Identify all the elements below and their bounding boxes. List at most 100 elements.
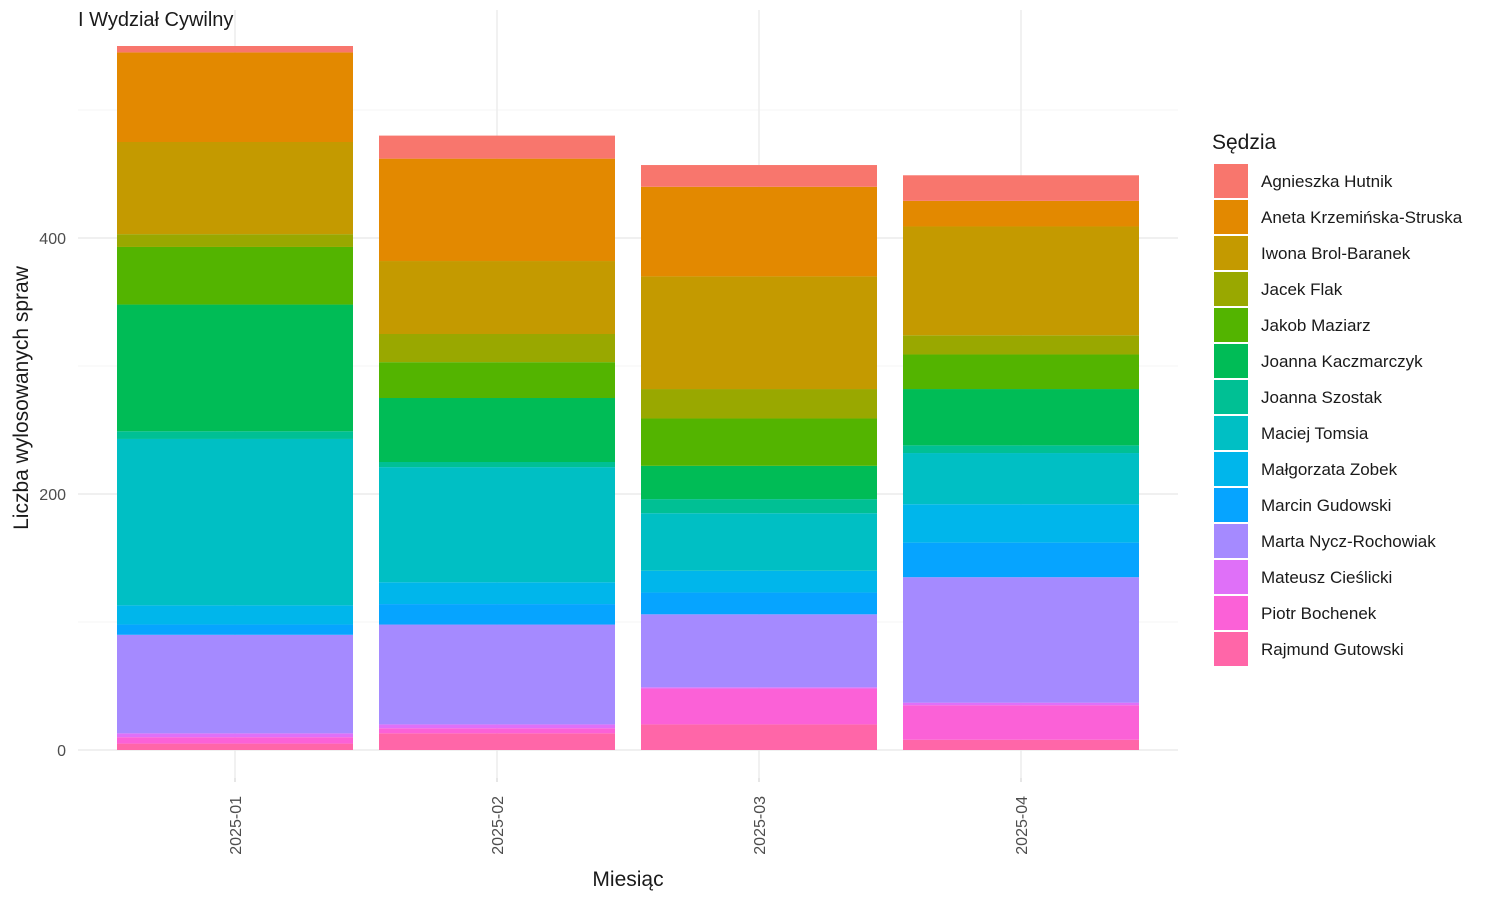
legend-swatch [1214, 488, 1248, 522]
bar-segment [379, 334, 615, 363]
bar-segment [117, 431, 353, 439]
legend-swatch [1214, 524, 1248, 558]
bar-segment [903, 445, 1139, 454]
bar-segment [117, 438, 353, 606]
bar-segment [903, 705, 1139, 740]
x-tick-label: 2025-01 [228, 796, 245, 855]
bar-segment [117, 634, 353, 734]
x-tick-label: 2025-03 [752, 796, 769, 855]
legend-label: Rajmund Gutowski [1261, 640, 1404, 659]
bar-segment [641, 592, 877, 615]
legend-label: Joanna Kaczmarczyk [1261, 352, 1423, 371]
legend-label: Jakob Maziarz [1261, 316, 1371, 335]
y-axis-ticks: 0 200 400 [39, 231, 66, 760]
legend-label: Agnieszka Hutnik [1261, 172, 1393, 191]
legend-swatch [1214, 272, 1248, 306]
bar-segment [903, 226, 1139, 336]
bar-segment [641, 687, 877, 689]
bar-segment [903, 389, 1139, 446]
bar-segment [641, 186, 877, 277]
legend-label: Mateusz Cieślicki [1261, 568, 1392, 587]
legend: Sędzia Agnieszka Hutnik Aneta Krzemińska-… [1212, 131, 1463, 666]
legend-label: Jacek Flak [1261, 280, 1343, 299]
legend-items: Agnieszka Hutnik Aneta Krzemińska-Struska… [1214, 164, 1463, 666]
bar-segment [117, 737, 353, 744]
bar-segment [641, 499, 877, 514]
y-tick-label: 400 [39, 231, 66, 248]
x-tick-label: 2025-02 [490, 796, 507, 855]
bar-segment [379, 467, 615, 583]
bar-segment [379, 362, 615, 398]
bar-segment [117, 246, 353, 305]
x-tick-label: 2025-04 [1014, 796, 1031, 855]
bar-segment [903, 542, 1139, 578]
bar-segment [641, 418, 877, 466]
bar-segment [379, 135, 615, 159]
bar-segment [641, 276, 877, 390]
bar-segment [641, 465, 877, 500]
legend-swatch [1214, 380, 1248, 414]
bar-segment [117, 304, 353, 432]
bar-segment [641, 570, 877, 593]
bar-segment [903, 577, 1139, 703]
bar-segment [903, 702, 1139, 706]
legend-swatch [1214, 632, 1248, 666]
legend-label: Iwona Brol-Baranek [1261, 244, 1411, 263]
legend-swatch [1214, 560, 1248, 594]
bar-segment [117, 605, 353, 625]
bar-segment [641, 614, 877, 688]
legend-label: Małgorzata Zobek [1261, 460, 1398, 479]
bar-segment [903, 175, 1139, 201]
legend-label: Maciej Tomsia [1261, 424, 1369, 443]
chart-title: I Wydział Cywilny [78, 9, 233, 31]
bar-segment [117, 624, 353, 635]
bar-segment [379, 261, 615, 334]
legend-label: Marta Nycz-Rochowiak [1261, 532, 1436, 551]
bar-segment [903, 354, 1139, 390]
legend-swatch [1214, 416, 1248, 450]
legend-title: Sędzia [1212, 131, 1277, 154]
bar-segment [117, 743, 353, 750]
legend-swatch [1214, 200, 1248, 234]
bar-segment [379, 724, 615, 729]
bar-segment [379, 462, 615, 468]
y-tick-label: 0 [57, 743, 66, 760]
bar-segment [641, 165, 877, 187]
bar-segment [641, 688, 877, 725]
bar-segment [903, 453, 1139, 505]
bars [117, 46, 1139, 750]
bar-segment [641, 513, 877, 571]
legend-label: Joanna Szostak [1261, 388, 1382, 407]
bar-segment [903, 200, 1139, 227]
bar-segment [379, 733, 615, 750]
bar-segment [379, 624, 615, 725]
x-axis-ticks: 2025-01 2025-02 2025-03 2025-04 [228, 778, 1031, 855]
y-tick-label: 200 [39, 487, 66, 504]
legend-swatch [1214, 308, 1248, 342]
legend-swatch [1214, 452, 1248, 486]
bar-segment [379, 582, 615, 605]
bar-segment [117, 234, 353, 247]
bar-segment [379, 604, 615, 625]
bar-segment [379, 398, 615, 462]
legend-label: Marcin Gudowski [1261, 496, 1391, 515]
bar-segment [117, 142, 353, 235]
bar-segment [117, 733, 353, 738]
x-axis-title: Miesiąc [592, 868, 663, 891]
legend-swatch [1214, 164, 1248, 198]
bar-segment [641, 389, 877, 419]
bar-segment [903, 504, 1139, 543]
bar-segment [379, 728, 615, 734]
bar-segment [903, 335, 1139, 355]
legend-label: Piotr Bochenek [1261, 604, 1377, 623]
legend-swatch [1214, 344, 1248, 378]
bar-segment [117, 52, 353, 142]
bar-segment [903, 739, 1139, 750]
bar-segment [117, 46, 353, 53]
legend-swatch [1214, 596, 1248, 630]
bar-segment [379, 158, 615, 262]
legend-swatch [1214, 236, 1248, 270]
legend-label: Aneta Krzemińska-Struska [1261, 208, 1463, 227]
bar-segment [641, 724, 877, 750]
